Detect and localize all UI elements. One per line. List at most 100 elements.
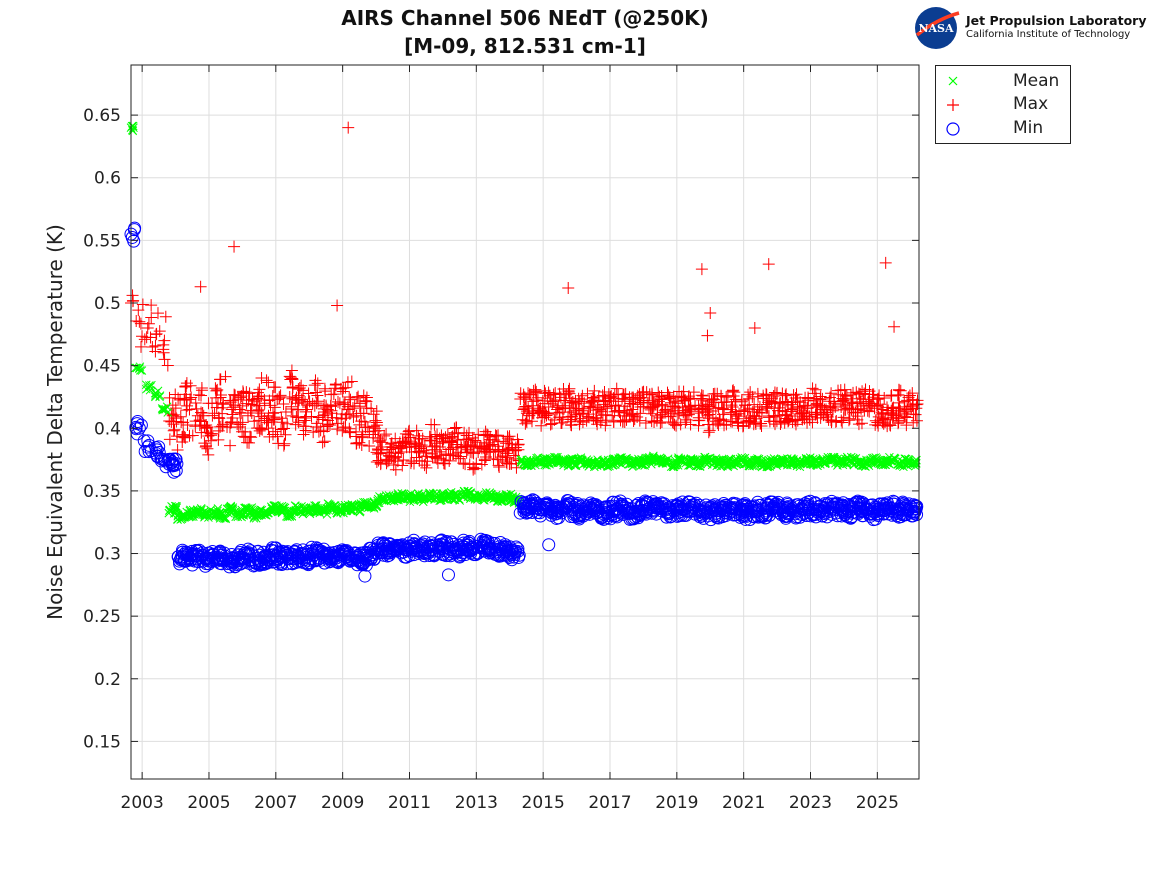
point-max-cloud — [773, 401, 786, 414]
point-max-cloud — [198, 437, 211, 450]
point-max-cloud — [617, 388, 630, 401]
point-max-cloud — [196, 406, 209, 419]
point-max-cloud — [181, 419, 194, 432]
point-max-cloud — [405, 446, 418, 459]
point-min-cloud — [165, 456, 179, 470]
axes-frame — [130, 64, 920, 780]
point-min-cloud — [509, 540, 523, 554]
point-max-cloud — [689, 399, 702, 412]
point-mean-cloud — [766, 454, 776, 464]
point-max-cloud — [541, 392, 554, 405]
point-max-cloud — [186, 429, 199, 442]
point-max-cloud — [702, 426, 715, 439]
point-max-cloud — [224, 439, 237, 452]
point-max-cloud — [295, 379, 308, 392]
point-max-cloud — [838, 383, 851, 396]
point-max-cloud — [350, 437, 363, 450]
point-min-cloud — [883, 500, 897, 514]
point-mean-cloud — [206, 509, 216, 519]
point-max-cloud — [216, 420, 229, 433]
point-max-cloud — [224, 416, 237, 429]
point-max-cloud — [410, 424, 423, 437]
point-max-cloud — [439, 431, 452, 444]
point-min-cloud — [167, 465, 181, 479]
point-max-cloud — [727, 384, 740, 397]
point-max-cloud — [535, 419, 548, 432]
point-max-cloud — [389, 463, 402, 476]
point-max-cloud — [301, 399, 314, 412]
point-max — [584, 400, 597, 413]
point-max-cloud — [340, 408, 353, 421]
point-max-cloud — [372, 454, 385, 467]
point-max-cloud — [180, 379, 193, 392]
point-max-cloud — [252, 390, 265, 403]
y-tick-label: 0.3 — [94, 545, 121, 565]
point-max-cloud — [271, 430, 284, 443]
point-max-cloud — [789, 418, 802, 431]
point-max-cloud — [149, 345, 162, 358]
point-max-cloud — [240, 386, 253, 399]
point-mean-cloud — [743, 458, 752, 468]
point-min-cloud — [873, 498, 887, 512]
point-max-cloud — [263, 394, 276, 407]
point-max-cloud — [269, 381, 282, 394]
point-max-cloud — [557, 383, 570, 396]
point-max-cloud — [733, 407, 746, 420]
y-tick-label: 0.4 — [94, 419, 121, 439]
point-max-cloud — [308, 379, 321, 392]
point-max-cloud — [693, 414, 706, 427]
point-max-cloud — [262, 422, 275, 435]
point-max-cloud — [782, 399, 795, 412]
point-max-cloud — [153, 325, 166, 338]
point-max-cloud — [158, 353, 171, 366]
point-min-cloud — [149, 441, 163, 455]
point-max-cloud — [309, 386, 322, 399]
point-min-cloud — [909, 500, 923, 514]
point-max-cloud — [395, 445, 408, 458]
point-max-cloud — [799, 399, 812, 412]
point-max-cloud — [212, 424, 225, 437]
point-max-cloud — [205, 427, 218, 440]
point-max-cloud — [311, 377, 324, 390]
point-mean-cloud — [142, 384, 151, 394]
plus-marker-icon — [947, 99, 959, 111]
point-mean-cloud — [649, 451, 658, 461]
legend: Mean Max Min — [935, 65, 1071, 144]
point-max-cloud — [616, 415, 629, 428]
point-max-cloud — [583, 400, 596, 413]
point-max-cloud — [596, 389, 609, 402]
point-mean-cloud — [219, 514, 229, 523]
point-max-cloud — [748, 398, 761, 411]
chart-title-line-1: AIRS Channel 506 NEdT (@250K) — [341, 6, 709, 30]
outlier-max — [701, 329, 714, 342]
point-max-cloud — [235, 407, 248, 420]
point-max-cloud — [146, 341, 159, 354]
point-min-cloud — [137, 434, 151, 448]
point-mean-cloud — [340, 503, 350, 513]
point-max-cloud — [522, 405, 535, 418]
point-max-cloud — [600, 414, 613, 427]
jpl-name: Jet Propulsion Laboratory — [966, 13, 1147, 28]
point-max-cloud — [850, 386, 863, 399]
point-mean-cloud — [707, 460, 717, 470]
point-max-cloud — [293, 381, 306, 394]
point-max-cloud — [267, 413, 280, 426]
point-mean-cloud — [424, 494, 433, 504]
point-max-cloud — [776, 387, 789, 400]
point-mean-cloud — [170, 501, 180, 511]
point-max-cloud — [873, 389, 886, 402]
point-max-cloud — [684, 400, 697, 413]
x-tick-label: 2013 — [455, 793, 498, 813]
point-max-cloud — [420, 446, 433, 459]
point-mean-cloud — [836, 456, 846, 466]
point-max-cloud — [599, 419, 612, 432]
outlier-max — [342, 121, 355, 134]
point-max-cloud — [454, 450, 467, 463]
point-max-cloud — [547, 395, 560, 408]
point-mean-cloud — [163, 408, 173, 417]
point-mean-cloud — [715, 459, 725, 469]
point-max-cloud — [398, 436, 411, 449]
point-max-cloud — [185, 391, 198, 404]
point-mean-cloud — [158, 404, 167, 414]
point-max-cloud — [177, 428, 190, 441]
